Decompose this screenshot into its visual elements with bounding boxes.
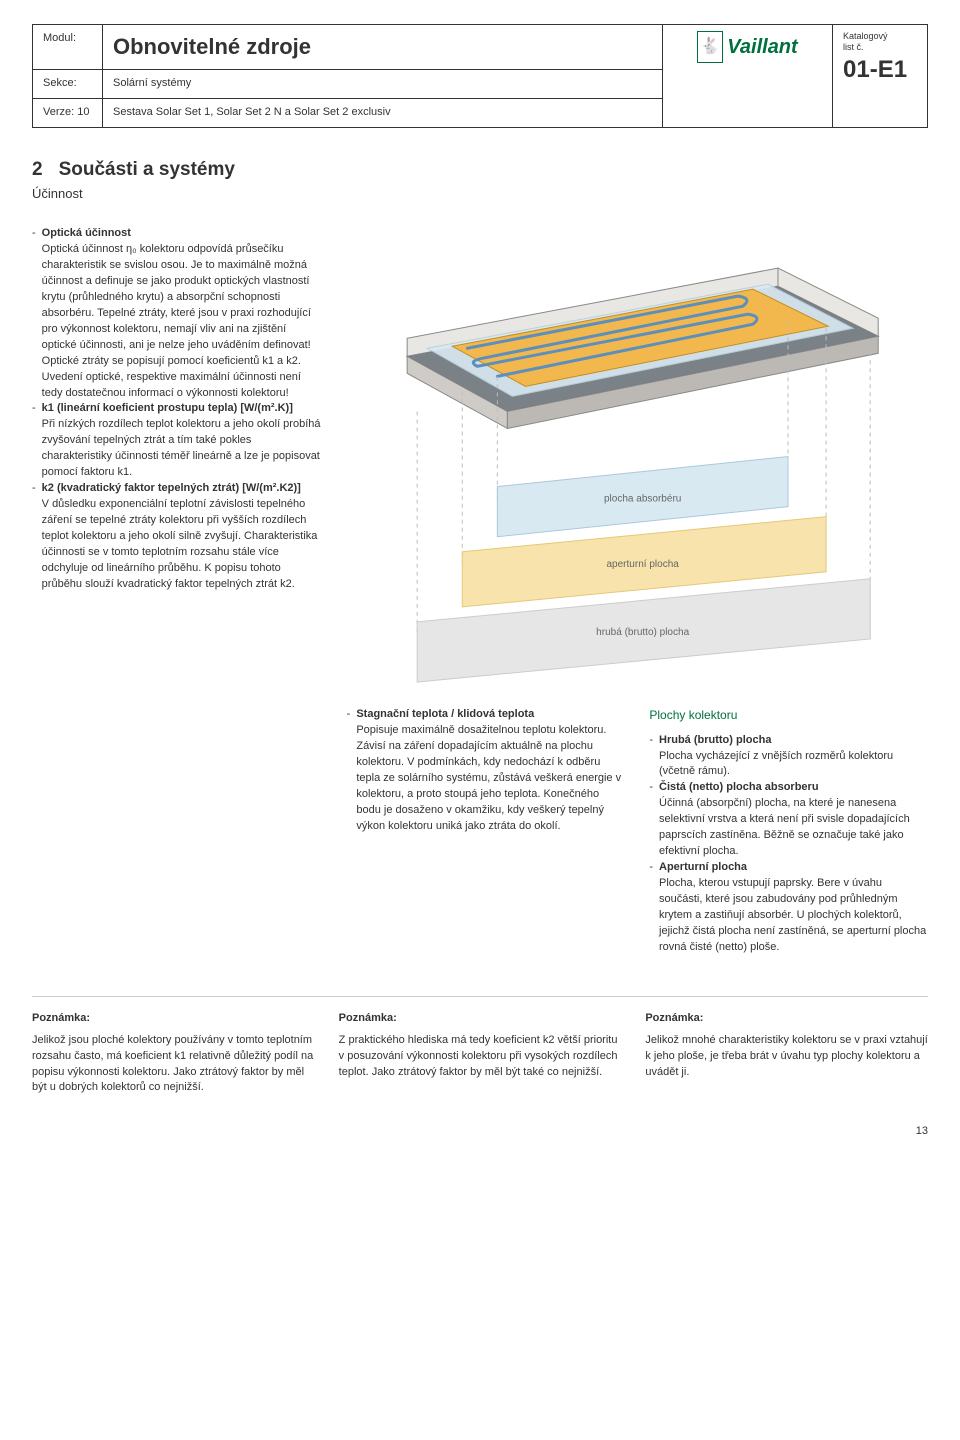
right-item-3: - Aperturní plocha Plocha, kterou vstupu… [649, 860, 928, 956]
note-3-body: Jelikož mnohé charakteristiky kolektoru … [645, 1033, 928, 1081]
note-2-body: Z praktického hlediska má tedy koeficien… [339, 1033, 622, 1081]
note-1-label: Poznámka: [32, 1011, 315, 1027]
collector-diagram: plocha absorbéru aperturní plocha hrubá (b… [347, 226, 928, 687]
dash-icon: - [32, 226, 36, 401]
note-1-body: Jelikož jsou ploché kolektory používány … [32, 1033, 315, 1097]
right-item-1-body: Plocha vycházející z vnějších rozměrů ko… [659, 750, 893, 778]
left-item-1-title: Optická účinnost [42, 227, 131, 239]
note-1: Poznámka: Jelikož jsou ploché kolektory … [32, 1011, 315, 1097]
section-subtitle: Účinnost [32, 185, 928, 204]
right-item-2: - Čistá (netto) plocha absorberu Účinná … [649, 780, 928, 860]
note-3-label: Poznámka: [645, 1011, 928, 1027]
column-left: - Optická účinnost Optická účinnost η₀ k… [32, 226, 323, 956]
left-item-2-title: k1 (lineární koeficient prostupu tepla) … [42, 402, 293, 414]
rabbit-icon: 🐇 [697, 31, 723, 63]
left-item-2: - k1 (lineární koeficient prostupu tepla… [32, 401, 323, 481]
left-item-3-body: V důsledku exponenciální teplotní závisl… [42, 498, 318, 590]
section-heading: 2 Součásti a systémy [32, 156, 928, 184]
dash-icon: - [649, 780, 653, 860]
note-2: Poznámka: Z praktického hlediska má tedy… [339, 1011, 622, 1097]
main-columns: - Optická účinnost Optická účinnost η₀ k… [32, 226, 928, 956]
right-item-1: - Hrubá (brutto) plocha Plocha vycházejí… [649, 733, 928, 781]
brand-logo-cell: 🐇 Vaillant [663, 25, 833, 128]
middle-item-1-body: Popisuje maximálně dosažitelnou teplotu … [356, 724, 621, 832]
header-title-verze: Sestava Solar Set 1, Solar Set 2 N a Sol… [103, 98, 663, 127]
dash-icon: - [347, 707, 351, 835]
header-title-sekce: Solární systémy [103, 69, 663, 98]
note-3: Poznámka: Jelikož mnohé charakteristiky … [645, 1011, 928, 1097]
catalog-code: 01-E1 [843, 53, 917, 88]
column-right: Plochy kolektoru - Hrubá (brutto) plocha… [649, 707, 928, 956]
right-item-3-body: Plocha, kterou vstupují paprsky. Bere v … [659, 877, 926, 953]
dash-icon: - [32, 401, 36, 481]
right-item-2-title: Čistá (netto) plocha absorberu [659, 781, 819, 793]
left-item-1: - Optická účinnost Optická účinnost η₀ k… [32, 226, 323, 401]
document-header: Modul: Obnovitelné zdroje 🐇 Vaillant Kat… [32, 24, 928, 128]
notes-separator [32, 996, 928, 997]
section-title: Součásti a systémy [59, 156, 235, 184]
svg-text:hrubá (brutto) plocha: hrubá (brutto) plocha [596, 627, 689, 638]
header-title-main: Obnovitelné zdroje [103, 25, 663, 70]
catalog-code-cell: Katalogový list č. 01-E1 [833, 25, 928, 128]
vaillant-logo: 🐇 Vaillant [697, 31, 797, 63]
header-sekce-label: Sekce: [33, 69, 103, 98]
note-2-label: Poznámka: [339, 1011, 622, 1027]
right-item-1-title: Hrubá (brutto) plocha [659, 734, 771, 746]
middle-item-1-title: Stagnační teplota / klidová teplota [356, 708, 534, 720]
left-item-1-body: Optická účinnost η₀ kolektoru odpovídá p… [42, 243, 311, 398]
dash-icon: - [32, 481, 36, 593]
dash-icon: - [649, 860, 653, 956]
right-item-3-title: Aperturní plocha [659, 861, 747, 873]
left-item-3: - k2 (kvadratický faktor tepelných ztrát… [32, 481, 323, 593]
header-modul-label: Modul: [33, 25, 103, 70]
middle-item-1: - Stagnační teplota / klidová teplota Po… [347, 707, 626, 835]
left-item-2-body: Při nízkých rozdílech teplot kolektoru a… [42, 418, 321, 478]
right-item-2-body: Účinná (absorpční) plocha, na které je n… [659, 797, 910, 857]
catalog-label-2: list č. [843, 42, 917, 53]
notes-row: Poznámka: Jelikož jsou ploché kolektory … [32, 1011, 928, 1097]
column-middle: - Stagnační teplota / klidová teplota Po… [347, 707, 626, 956]
header-verze-label: Verze: 10 [33, 98, 103, 127]
svg-text:plocha absorbéru: plocha absorbéru [604, 494, 681, 505]
svg-text:aperturní plocha: aperturní plocha [606, 559, 679, 570]
brand-text: Vaillant [727, 33, 797, 62]
left-item-3-title: k2 (kvadratický faktor tepelných ztrát) … [42, 482, 301, 494]
page-number: 13 [32, 1124, 928, 1140]
section-number: 2 [32, 156, 43, 184]
right-heading: Plochy kolektoru [649, 707, 928, 724]
catalog-label-1: Katalogový [843, 31, 917, 42]
dash-icon: - [649, 733, 653, 781]
